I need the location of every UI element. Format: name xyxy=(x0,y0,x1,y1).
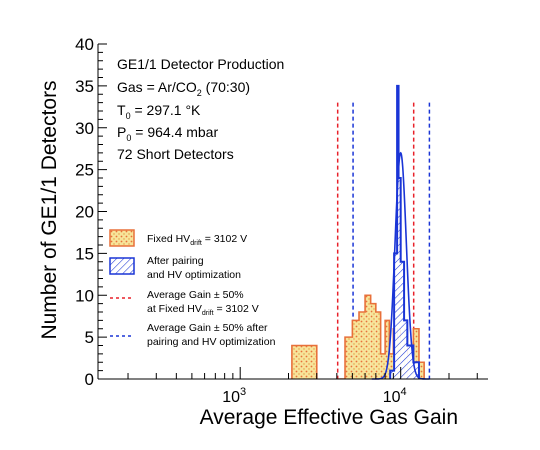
plot-area xyxy=(291,84,431,380)
y-tick-label: 20 xyxy=(75,203,94,222)
hist-bar-fixed-15 xyxy=(413,328,419,379)
y-tick-label: 0 xyxy=(85,370,94,389)
info-box: GE1/1 Detector Production Gas = Ar/CO2 (… xyxy=(117,56,284,162)
y-tick-label: 35 xyxy=(75,77,94,96)
legend-swatch-optimized xyxy=(109,257,135,275)
legend-label-optimized-1: After pairing xyxy=(147,255,204,267)
legend-label-optimized-2: and HV optimization xyxy=(147,269,241,281)
hist-bar-fixed-2 xyxy=(345,337,353,379)
hist-bar-fixed-9 xyxy=(385,320,390,379)
hist-bar-optimized-4 xyxy=(400,261,405,379)
hist-bar-optimized-5 xyxy=(404,320,408,379)
y-tick-label: 5 xyxy=(85,328,94,347)
y-tick-label: 30 xyxy=(75,119,94,138)
hist-bar-optimized-1 xyxy=(394,253,398,379)
legend-label-red-2: at Fixed HVdrift = 3102 V xyxy=(147,303,259,317)
x-tick-label: 103 xyxy=(222,386,246,406)
y-tick-label: 10 xyxy=(75,286,94,305)
y-tick-label: 15 xyxy=(75,244,94,263)
legend: Fixed HVdrift = 3102 V After pairing and… xyxy=(109,229,276,348)
info-pressure: P0 = 964.4 mbar xyxy=(117,124,218,143)
x-tick-label: 104 xyxy=(383,386,407,406)
hist-bar-fixed-5 xyxy=(365,295,371,379)
hist-bar-fixed-6 xyxy=(370,303,376,379)
hist-bar-fixed-10 xyxy=(389,353,394,379)
hist-bar-optimized-7 xyxy=(413,362,419,379)
y-tick-label: 25 xyxy=(75,161,94,180)
hist-bar-fixed-3 xyxy=(352,320,360,379)
legend-swatch-fixed xyxy=(109,229,135,247)
legend-label-blue-1: Average Gain ± 50% after xyxy=(147,322,268,334)
axes: 0 5 10 15 20 25 30 35 40 103 104 xyxy=(75,35,488,406)
x-axis-label: Average Effective Gas Gain xyxy=(200,406,458,429)
hist-bar-fixed-4 xyxy=(359,312,366,379)
hist-bar-fixed-7 xyxy=(375,312,381,379)
info-temperature: T0 = 297.1 °K xyxy=(117,102,201,121)
info-count: 72 Short Detectors xyxy=(117,146,234,162)
legend-label-red-1: Average Gain ± 50% xyxy=(147,289,244,301)
hist-bar-fixed-16 xyxy=(418,362,425,379)
info-title: GE1/1 Detector Production xyxy=(117,56,284,72)
info-gas: Gas = Ar/CO2 (70:30) xyxy=(117,79,250,98)
legend-label-fixed: Fixed HVdrift = 3102 V xyxy=(147,233,247,247)
y-tick-label: 40 xyxy=(75,35,94,54)
y-axis-label: Number of GE1/1 Detectors xyxy=(38,80,61,339)
hist-bar-fixed-0 xyxy=(291,345,317,379)
hist-bar-fixed-8 xyxy=(380,353,386,379)
fit-curve xyxy=(371,151,430,380)
hist-bar-optimized-3 xyxy=(398,178,401,379)
legend-label-blue-2: pairing and HV optimization xyxy=(147,336,276,348)
hist-bar-optimized-0 xyxy=(390,370,395,379)
hist-bar-optimized-6 xyxy=(407,345,414,379)
